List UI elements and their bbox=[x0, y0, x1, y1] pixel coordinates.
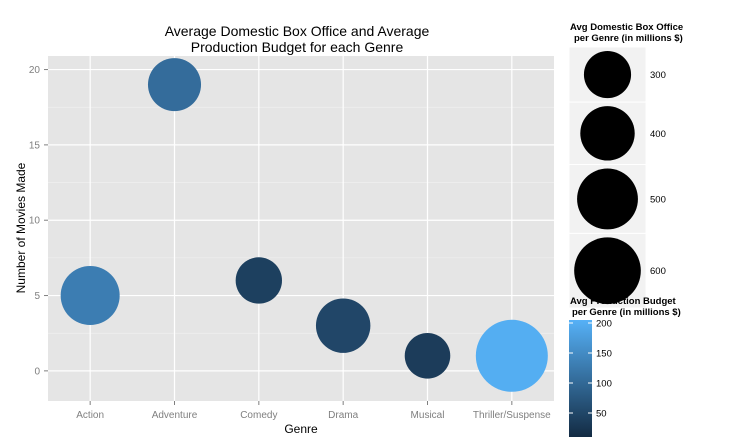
size-legend-label: 500 bbox=[650, 194, 666, 205]
y-axis-title: Number of Movies Made bbox=[14, 162, 28, 293]
color-legend-label: 150 bbox=[596, 349, 612, 360]
x-tick-label: Action bbox=[76, 410, 104, 421]
size-legend-circle bbox=[580, 106, 635, 161]
color-legend-label: 200 bbox=[596, 319, 612, 330]
size-legend-circle bbox=[574, 237, 641, 305]
size-legend-label: 300 bbox=[650, 70, 666, 81]
color-legend-label: 50 bbox=[596, 409, 607, 420]
grid-lines bbox=[48, 56, 554, 401]
y-tick-label: 5 bbox=[34, 291, 40, 302]
x-axis-ticks: Action Adventure Comedy Drama Musical Thrille… bbox=[76, 401, 551, 421]
size-legend-circle bbox=[577, 168, 638, 230]
y-tick-label: 20 bbox=[29, 65, 41, 76]
size-legend-label: 400 bbox=[650, 129, 666, 140]
color-legend-title-line1: Avg Production Budget bbox=[570, 296, 677, 307]
chart-title-line1: Average Domestic Box Office and Average bbox=[165, 23, 430, 39]
x-tick-label: Thriller/Suspense bbox=[473, 410, 551, 421]
bubble-adventure bbox=[147, 58, 202, 112]
bubble-musical bbox=[404, 333, 451, 379]
y-tick-label: 0 bbox=[34, 366, 40, 377]
plot-panel bbox=[48, 56, 554, 401]
x-tick-label: Drama bbox=[328, 410, 358, 421]
x-tick-label: Adventure bbox=[152, 410, 198, 421]
size-legend-title-line1: Avg Domestic Box Office bbox=[570, 22, 683, 33]
bubble-drama bbox=[315, 298, 371, 353]
x-axis-title: Genre bbox=[284, 422, 318, 436]
x-tick-label: Musical bbox=[411, 410, 445, 421]
color-legend-label: 100 bbox=[596, 379, 612, 390]
bubble-marks bbox=[60, 58, 548, 392]
bubble-action bbox=[60, 266, 120, 326]
y-tick-label: 15 bbox=[29, 140, 41, 151]
size-legend-circle bbox=[583, 51, 632, 99]
chart-title-line2: Production Budget for each Genre bbox=[191, 39, 404, 55]
bubble-comedy bbox=[235, 257, 283, 304]
size-legend: 300 400 500 600 bbox=[568, 46, 666, 309]
x-tick-label: Comedy bbox=[240, 410, 277, 421]
color-legend-title-line2: per Genre (in millions $) bbox=[572, 307, 681, 318]
size-legend-title-line2: per Genre (in millions $) bbox=[574, 33, 683, 44]
color-legend-bar bbox=[569, 320, 592, 437]
y-tick-label: 10 bbox=[29, 216, 41, 227]
size-legend-label: 600 bbox=[650, 266, 666, 277]
y-axis-ticks: 0 5 10 15 20 bbox=[29, 65, 48, 377]
bubble-thriller-suspense bbox=[475, 319, 548, 392]
color-legend-ticks: 200 150 100 50 bbox=[569, 319, 612, 420]
